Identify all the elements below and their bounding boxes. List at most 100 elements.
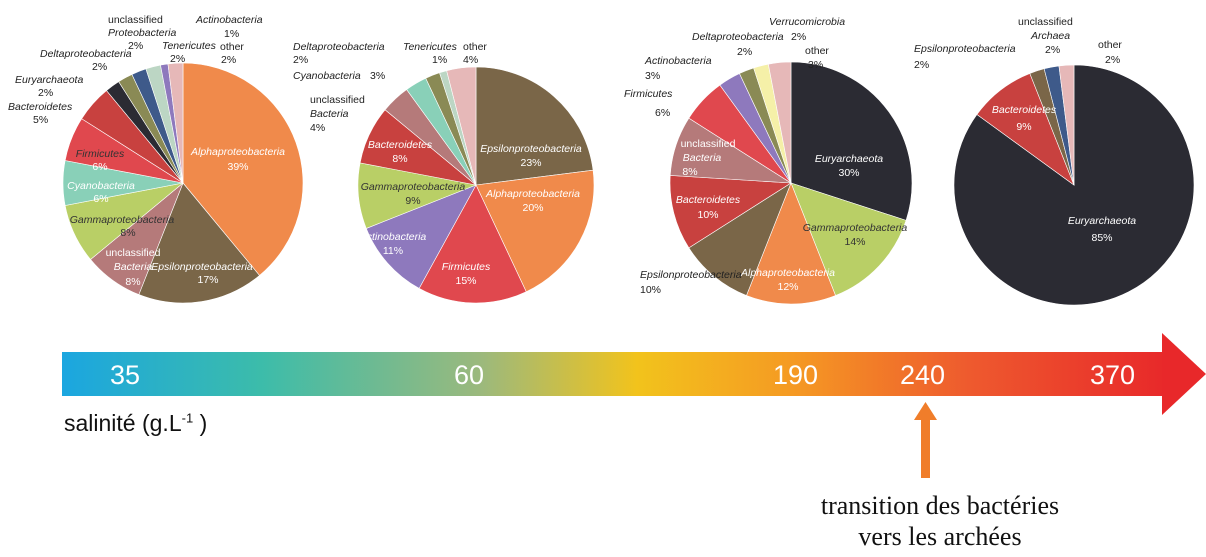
label-p2-actino-pct: 11% <box>383 245 403 257</box>
transition-annotation: transition des bactéries vers les archée… <box>760 490 1120 552</box>
label-p1-gamma-name: Gammaproteobacteria <box>70 214 175 226</box>
label-p3-eury-pct: 30% <box>838 167 859 179</box>
label-p3-gamma-pct: 14% <box>844 236 865 248</box>
label-p1-delta-name: Deltaproteobacteria <box>40 48 132 60</box>
label-p3-gamma-name: Gammaproteobacteria <box>803 222 908 234</box>
salinity-bar <box>62 352 1168 396</box>
axis-label-end: ) <box>193 410 208 436</box>
salinity-value-190: 190 <box>773 360 819 390</box>
pie3-slice-bacteroidetes <box>669 175 792 249</box>
label-p1-unclproteo-pct: 2% <box>128 40 143 52</box>
pie4-slice-other <box>1058 64 1075 186</box>
label-p4-unclarch-l2: Archaea <box>1030 30 1070 42</box>
pie2-slice-actinobacteria <box>365 184 477 289</box>
label-p1-bact-name: Bacteroidetes <box>8 101 73 113</box>
transition-line-1: transition des bactéries <box>820 491 1060 520</box>
label-p1-actino-pct: 1% <box>224 28 239 40</box>
label-p2-bact-pct: 8% <box>392 153 407 165</box>
label-p2-unclbact-l2: Bacteria <box>310 108 349 120</box>
label-p3-firm-name: Firmicutes <box>624 88 673 100</box>
label-p1-firm-pct: 6% <box>92 161 107 173</box>
pie2-slice-alphaproteobacteria <box>475 169 595 293</box>
label-p1-teneri-pct: 2% <box>170 53 185 65</box>
salinity-value-60: 60 <box>454 360 485 390</box>
label-p3-verruco-name: Verrucomicrobia <box>769 16 845 28</box>
label-p3-other-name: other <box>805 45 829 57</box>
label-p3-delta-name: Deltaproteobacteria <box>692 31 784 43</box>
pie-chart-salinity-35 <box>62 62 304 304</box>
label-p2-firm-name: Firmicutes <box>442 261 491 273</box>
label-p4-epsilon-pct: 2% <box>914 59 929 71</box>
axis-label-text: salinité (g.L <box>64 410 182 436</box>
transition-line-2: vers les archées <box>858 522 1022 551</box>
label-p1-epsilon-name: Epsilonproteobacteria <box>151 261 253 273</box>
label-p1-unclbact-l1: unclassified <box>106 247 161 259</box>
pie-chart-salinity-190 <box>669 61 913 305</box>
transition-arrow <box>914 402 937 478</box>
label-p1-alpha-pct: 39% <box>227 161 248 173</box>
pie2-slice-other <box>446 66 477 186</box>
label-p4-unclarch-pct: 2% <box>1045 44 1060 56</box>
label-p3-bact-pct: 10% <box>697 209 718 221</box>
label-p3-unclbact-pct: 8% <box>682 166 697 178</box>
label-p3-eury-name: Euryarchaeota <box>815 153 883 165</box>
label-p3-actino-name: Actinobacteria <box>644 55 712 67</box>
label-p2-other-pct: 4% <box>463 54 478 66</box>
label-p1-gamma-pct: 8% <box>120 227 135 239</box>
label-p3-unclbact-l1: unclassified <box>681 138 736 150</box>
label-p2-cyano-name: Cyanobacteria <box>293 70 361 82</box>
label-p3-unclbact-l2: Bacteria <box>683 152 722 164</box>
label-p4-bact-pct: 9% <box>1016 121 1031 133</box>
label-p1-teneri-name: Tenericutes <box>162 40 217 52</box>
label-p2-firm-pct: 15% <box>455 275 476 287</box>
label-p2-teneri-pct: 1% <box>432 54 447 66</box>
pie1-slice-alphaproteobacteria <box>182 62 304 276</box>
salinity-arrow-head <box>1162 333 1206 415</box>
label-p1-eury-pct: 2% <box>38 87 53 99</box>
label-p2-gamma-pct: 9% <box>405 195 420 207</box>
label-p4-other-pct: 2% <box>1105 54 1120 66</box>
label-p3-delta-pct: 2% <box>737 46 752 58</box>
label-p3-firm-pct: 6% <box>655 107 670 119</box>
label-p3-actino-pct: 3% <box>645 70 660 82</box>
pie3-slice-gammaproteobacteria <box>790 182 907 296</box>
label-p2-unclbact-l1: unclassified <box>310 94 365 106</box>
pie2-slice-epsilonproteobacteria <box>475 66 594 186</box>
label-p4-eury-pct: 85% <box>1091 232 1112 244</box>
label-p4-bact-name: Bacteroidetes <box>992 104 1057 116</box>
salinity-value-35: 35 <box>110 360 141 390</box>
pie-chart-salinity-60 <box>357 66 595 304</box>
label-p1-other-name: other <box>220 41 244 53</box>
label-p2-delta-name: Deltaproteobacteria <box>293 41 385 53</box>
pie3-slice-euryarchaeota <box>790 61 913 221</box>
label-p1-other-pct: 2% <box>221 54 236 66</box>
label-p2-actino-name: Actinobacteria <box>359 231 427 243</box>
label-p2-teneri-name: Tenericutes <box>403 41 458 53</box>
label-p1-cyano-pct: 6% <box>93 193 108 205</box>
label-p2-cyano-pct: 3% <box>370 70 385 82</box>
label-p1-unclproteo-l1: unclassified <box>108 14 163 26</box>
pie1-slice-other <box>167 62 184 184</box>
label-p2-epsilon-pct: 23% <box>520 157 541 169</box>
label-p3-epsilon-pct: 10% <box>640 284 661 296</box>
label-p1-actino-name: Actinobacteria <box>195 14 263 26</box>
label-p3-other-pct: 3% <box>808 59 823 71</box>
label-p2-alpha-name: Alphaproteobacteria <box>485 188 580 200</box>
salinity-axis-label: salinité (g.L-1 ) <box>64 410 207 437</box>
label-p3-epsilon-name: Epsilonproteobacteria <box>640 269 742 281</box>
label-p1-delta-pct: 2% <box>92 61 107 73</box>
label-p1-unclbact-pct: 8% <box>125 276 140 288</box>
pie3-slice-alphaproteobacteria <box>746 182 836 305</box>
label-p3-alpha-pct: 12% <box>777 281 798 293</box>
label-p2-gamma-name: Gammaproteobacteria <box>361 181 466 193</box>
label-p4-other-name: other <box>1098 39 1122 51</box>
label-p1-eury-name: Euryarchaeota <box>15 74 83 86</box>
label-p1-firm-name: Firmicutes <box>76 148 125 160</box>
label-p2-bact-name: Bacteroidetes <box>368 139 433 151</box>
label-p3-alpha-name: Alphaproteobacteria <box>740 267 835 279</box>
label-p4-unclarch-l1: unclassified <box>1018 16 1073 28</box>
pie3-slice-epsilonproteobacteria <box>688 182 792 296</box>
label-p4-epsilon-name: Epsilonproteobacteria <box>914 43 1016 55</box>
label-p1-bact-pct: 5% <box>33 114 48 126</box>
salinity-value-240: 240 <box>900 360 946 390</box>
